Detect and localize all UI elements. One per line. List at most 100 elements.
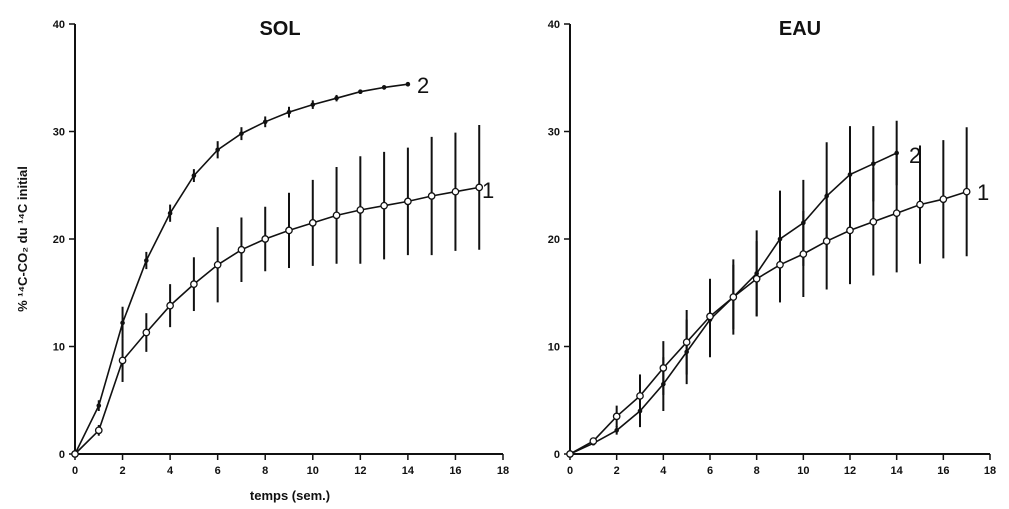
- data-point: [144, 258, 149, 263]
- series-label-1: 1: [977, 180, 989, 205]
- x-ticks: 0 2 4 6 8 10 12 14 16 18: [72, 454, 509, 477]
- data-point: [776, 260, 784, 269]
- y-tick-label: 30: [548, 127, 560, 139]
- y-tick-label: 10: [53, 342, 65, 354]
- data-point: [729, 293, 738, 301]
- data-point: [706, 312, 714, 321]
- data-point: [962, 187, 971, 196]
- x-tick-label: 18: [497, 465, 509, 477]
- x-ticks: 0 2 4 6 8 10 12 14 16 18: [567, 454, 996, 477]
- data-point: [939, 195, 948, 204]
- x-tick-label: 2: [614, 465, 620, 477]
- series-label-2: 2: [909, 143, 921, 168]
- x-tick-label: 12: [844, 465, 856, 477]
- x-tick-label: 16: [937, 465, 949, 477]
- x-tick-label: 16: [449, 465, 461, 477]
- data-point: [451, 187, 460, 196]
- data-point: [118, 356, 127, 365]
- data-point: [167, 210, 173, 216]
- data-point: [614, 428, 619, 433]
- chart-panel-sol: SOL 0 10 20 30 40 0 2 4 6 8 10 12 14 16 18 % ¹⁴C-CO₂ …: [15, 18, 509, 503]
- series-1: [566, 127, 971, 458]
- y-tick-label: 20: [53, 234, 65, 246]
- data-point: [566, 450, 574, 458]
- y-ticks: 0 10 20 30 40: [548, 19, 570, 461]
- data-point: [142, 328, 151, 337]
- x-tick-label: 6: [215, 465, 221, 477]
- data-point: [166, 301, 174, 310]
- x-tick-label: 14: [402, 465, 415, 477]
- data-point: [261, 235, 270, 243]
- data-point: [871, 161, 876, 167]
- series-1: [71, 125, 484, 458]
- x-tick-label: 0: [567, 465, 573, 477]
- data-point: [334, 95, 339, 101]
- data-point: [589, 437, 598, 445]
- series-label-2: 2: [417, 73, 429, 98]
- y-tick-label: 10: [548, 342, 560, 354]
- data-point: [215, 147, 220, 153]
- x-tick-label: 10: [797, 465, 809, 477]
- data-point: [380, 201, 388, 210]
- data-point: [262, 119, 268, 125]
- data-point: [427, 192, 436, 200]
- y-tick-label: 40: [53, 19, 65, 31]
- data-point: [308, 219, 317, 227]
- data-point: [190, 280, 198, 288]
- data-point: [356, 206, 365, 214]
- data-point: [659, 364, 668, 372]
- data-point: [612, 412, 621, 421]
- y-tick-label: 40: [548, 19, 560, 31]
- y-tick-label: 30: [53, 127, 65, 139]
- chart-title: SOL: [259, 18, 300, 40]
- x-tick-label: 8: [754, 465, 760, 477]
- data-point: [636, 392, 644, 400]
- data-point: [752, 274, 761, 283]
- data-point: [892, 209, 901, 218]
- data-point: [822, 237, 831, 245]
- x-axis-label: temps (sem.): [250, 488, 330, 503]
- series-line: [74, 186, 480, 455]
- series-line: [569, 190, 967, 455]
- y-tick-label: 20: [548, 234, 560, 246]
- series-2: [72, 81, 411, 457]
- data-point: [916, 200, 924, 209]
- data-point: [120, 320, 125, 326]
- y-ticks: 0 10 20 30 40: [53, 19, 75, 461]
- x-tick-label: 12: [354, 465, 366, 477]
- data-point: [682, 338, 691, 347]
- x-tick-label: 0: [72, 465, 78, 477]
- data-point: [191, 173, 197, 178]
- data-point: [894, 150, 899, 156]
- data-point: [381, 85, 387, 90]
- y-axis-label: % ¹⁴C-CO₂ du ¹⁴C initial: [15, 166, 30, 312]
- chart-panel-eau: EAU 0 10 20 30 40 0 2 4 6 8 10 12 14 16 18 2 1: [548, 18, 996, 477]
- data-point: [96, 403, 102, 408]
- x-tick-label: 4: [167, 465, 174, 477]
- x-tick-label: 8: [262, 465, 268, 477]
- data-point: [310, 102, 316, 107]
- x-tick-label: 14: [891, 465, 904, 477]
- y-tick-label: 0: [554, 449, 560, 461]
- data-point: [799, 250, 808, 258]
- data-point: [847, 172, 853, 177]
- y-tick-label: 0: [59, 449, 65, 461]
- data-point: [213, 260, 222, 269]
- data-point: [869, 217, 878, 226]
- data-point: [332, 211, 341, 220]
- data-point: [71, 450, 79, 458]
- data-point: [286, 109, 292, 115]
- x-tick-label: 10: [307, 465, 319, 477]
- data-point: [285, 226, 293, 235]
- data-point: [475, 183, 484, 192]
- chart-title: EAU: [779, 18, 821, 40]
- x-tick-label: 2: [119, 465, 125, 477]
- data-point: [358, 89, 363, 95]
- x-tick-label: 4: [660, 465, 667, 477]
- x-tick-label: 18: [984, 465, 996, 477]
- data-point: [239, 131, 244, 136]
- data-point: [404, 197, 412, 206]
- data-point: [846, 226, 854, 235]
- x-tick-label: 6: [707, 465, 713, 477]
